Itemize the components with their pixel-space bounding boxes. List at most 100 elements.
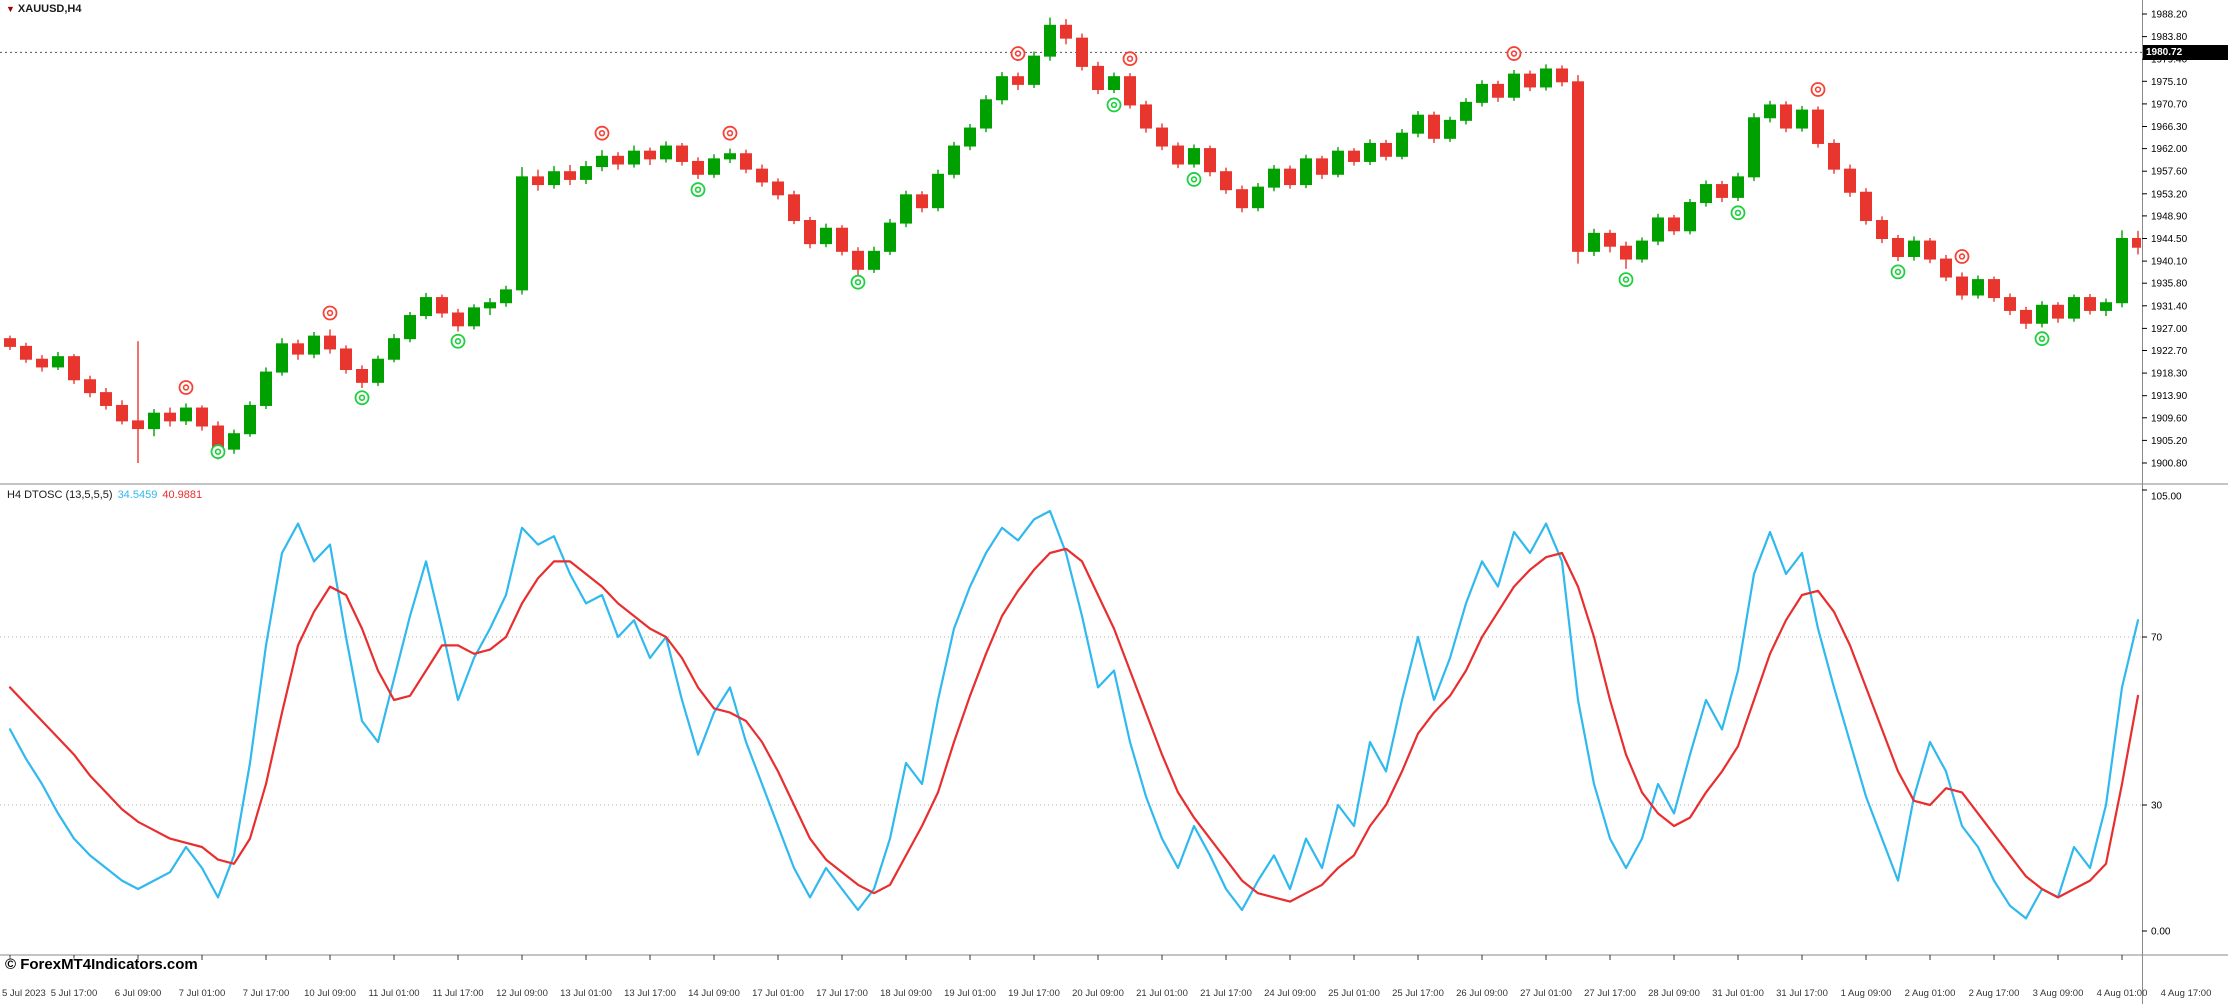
- svg-text:25 Jul 01:00: 25 Jul 01:00: [1328, 988, 1380, 999]
- svg-text:1983.80: 1983.80: [2151, 32, 2188, 43]
- svg-text:1988.20: 1988.20: [2151, 10, 2188, 21]
- buy-signal-icon: [358, 394, 366, 401]
- buy-signal-icon: [354, 390, 370, 406]
- svg-text:13 Jul 17:00: 13 Jul 17:00: [624, 988, 676, 999]
- svg-text:1918.30: 1918.30: [2151, 369, 2188, 380]
- sell-signal-icon: [182, 384, 190, 391]
- svg-text:27 Jul 01:00: 27 Jul 01:00: [1520, 988, 1572, 999]
- buy-signal-icon: [1890, 264, 1906, 280]
- svg-text:19 Jul 17:00: 19 Jul 17:00: [1008, 988, 1060, 999]
- buy-signal-icon: [1618, 272, 1634, 287]
- buy-signal-icon: [850, 274, 866, 290]
- svg-text:1940.10: 1940.10: [2151, 257, 2188, 268]
- buy-signal-icon: [454, 338, 462, 345]
- indicator-value-fast: 34.5459: [117, 489, 158, 501]
- sell-signal-icon: [1810, 82, 1826, 97]
- sell-signal-icon: [1814, 86, 1822, 93]
- svg-text:2 Aug 01:00: 2 Aug 01:00: [1905, 988, 1956, 999]
- sell-signal-icon: [1126, 55, 1134, 62]
- symbol-text: XAUUSD,H4: [17, 3, 82, 15]
- sell-signal-icon: [1958, 253, 1966, 260]
- svg-text:31 Jul 01:00: 31 Jul 01:00: [1712, 988, 1764, 999]
- svg-text:12 Jul 09:00: 12 Jul 09:00: [496, 988, 548, 999]
- sell-signal-icon: [326, 309, 334, 317]
- svg-text:30: 30: [2151, 801, 2163, 812]
- svg-text:24 Jul 09:00: 24 Jul 09:00: [1264, 988, 1316, 999]
- svg-text:1909.60: 1909.60: [2151, 413, 2188, 424]
- svg-text:1948.90: 1948.90: [2151, 211, 2188, 222]
- svg-text:19 Jul 01:00: 19 Jul 01:00: [944, 988, 996, 999]
- svg-text:25 Jul 17:00: 25 Jul 17:00: [1392, 988, 1444, 999]
- indicator-value-slow: 40.9881: [162, 489, 203, 501]
- indicator-label: H4 DTOSC (13,5,5,5) 34.5459 40.9881: [7, 489, 202, 501]
- buy-signal-icon: [450, 333, 466, 349]
- svg-text:1970.70: 1970.70: [2151, 99, 2188, 110]
- svg-text:20 Jul 09:00: 20 Jul 09:00: [1072, 988, 1124, 999]
- svg-text:18 Jul 09:00: 18 Jul 09:00: [880, 988, 932, 999]
- svg-text:26 Jul 09:00: 26 Jul 09:00: [1456, 988, 1508, 999]
- sell-signal-icon: [594, 125, 610, 141]
- buy-signal-icon: [694, 186, 702, 193]
- sell-signal-icon: [178, 380, 194, 395]
- svg-text:1927.00: 1927.00: [2151, 324, 2188, 335]
- sell-signal-icon: [1122, 51, 1138, 67]
- buy-signal-icon: [2034, 331, 2050, 347]
- svg-text:1922.70: 1922.70: [2151, 346, 2188, 357]
- buy-signal-icon: [1734, 209, 1742, 217]
- buy-signal-icon: [1894, 268, 1902, 276]
- buy-signal-icon: [1190, 176, 1198, 183]
- svg-text:11 Jul 17:00: 11 Jul 17:00: [432, 988, 483, 999]
- buy-signal-icon: [690, 182, 706, 198]
- svg-text:31 Jul 17:00: 31 Jul 17:00: [1776, 988, 1828, 999]
- svg-text:3 Aug 09:00: 3 Aug 09:00: [2033, 988, 2084, 999]
- buy-signal-icon: [1110, 101, 1118, 109]
- buy-signal-icon: [1186, 172, 1202, 187]
- sell-signal-icon: [322, 305, 338, 321]
- svg-text:1905.20: 1905.20: [2151, 436, 2188, 447]
- buy-signal-icon: [854, 278, 862, 286]
- symbol-label: ▼ XAUUSD,H4: [6, 3, 82, 15]
- svg-text:17 Jul 17:00: 17 Jul 17:00: [816, 988, 868, 999]
- sell-signal-icon: [726, 129, 734, 137]
- buy-signal-icon: [2038, 335, 2046, 342]
- buy-signal-icon: [1622, 276, 1630, 283]
- svg-text:1900.80: 1900.80: [2151, 459, 2188, 470]
- one-click-trading-arrow-icon[interactable]: ▼: [6, 4, 15, 14]
- svg-text:28 Jul 09:00: 28 Jul 09:00: [1648, 988, 1700, 999]
- svg-text:13 Jul 01:00: 13 Jul 01:00: [560, 988, 612, 999]
- svg-text:1966.30: 1966.30: [2151, 122, 2188, 133]
- svg-text:1975.10: 1975.10: [2151, 77, 2188, 88]
- signals: [178, 46, 2050, 460]
- svg-text:70: 70: [2151, 633, 2163, 644]
- svg-text:1935.80: 1935.80: [2151, 279, 2188, 290]
- oscillator-lines: [8, 509, 2140, 920]
- sell-signal-icon: [1510, 50, 1518, 57]
- svg-text:7 Jul 01:00: 7 Jul 01:00: [179, 988, 225, 999]
- svg-text:4 Aug 01:00: 4 Aug 01:00: [2097, 988, 2148, 999]
- svg-text:17 Jul 01:00: 17 Jul 01:00: [752, 988, 804, 999]
- svg-text:105.00: 105.00: [2151, 492, 2182, 503]
- price-axis: 1988.20 1983.80 1979.40 1975.10 1970.70 1966.…: [2142, 10, 2188, 470]
- sell-signal-icon: [722, 125, 738, 141]
- svg-text:5 Jul 17:00: 5 Jul 17:00: [51, 988, 97, 999]
- svg-text:4 Aug 17:00: 4 Aug 17:00: [2161, 988, 2212, 999]
- svg-text:21 Jul 17:00: 21 Jul 17:00: [1200, 988, 1252, 999]
- svg-text:1962.00: 1962.00: [2151, 144, 2188, 155]
- svg-text:7 Jul 17:00: 7 Jul 17:00: [243, 988, 289, 999]
- dtosc-signal-line: [8, 547, 2140, 903]
- indicator-name: H4 DTOSC (13,5,5,5): [7, 489, 113, 501]
- svg-text:0.00: 0.00: [2151, 927, 2171, 938]
- sell-signal-icon: [598, 129, 606, 137]
- oscillator-axis: 105.00 70 30 0.00: [2142, 489, 2182, 938]
- svg-text:6 Jul 09:00: 6 Jul 09:00: [115, 988, 161, 999]
- svg-text:1 Aug 09:00: 1 Aug 09:00: [1841, 988, 1892, 999]
- svg-text:27 Jul 17:00: 27 Jul 17:00: [1584, 988, 1636, 999]
- svg-text:1957.60: 1957.60: [2151, 167, 2188, 178]
- svg-text:2 Aug 17:00: 2 Aug 17:00: [1969, 988, 2020, 999]
- candles: [4, 17, 2141, 463]
- svg-text:10 Jul 09:00: 10 Jul 09:00: [304, 988, 356, 999]
- sell-signal-icon: [1506, 46, 1522, 61]
- svg-text:1913.90: 1913.90: [2151, 391, 2188, 402]
